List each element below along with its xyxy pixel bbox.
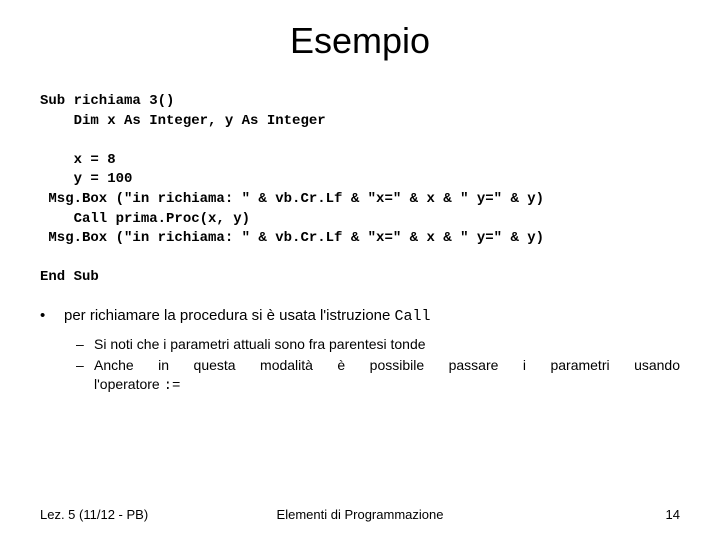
bullet-sub-text: Anche in questa modalità è possibile pas… xyxy=(94,356,680,396)
bullet-list: • per richiamare la procedura si è usata… xyxy=(40,306,680,396)
bullet-sub-line2: l'operatore := xyxy=(94,375,680,396)
inline-code: Call xyxy=(395,308,431,325)
code-line: x = 8 xyxy=(40,152,116,168)
bullet-item: • per richiamare la procedura si è usata… xyxy=(40,306,680,327)
slide-footer: Lez. 5 (11/12 - PB) Elementi di Programm… xyxy=(40,507,680,522)
slide-title: Esempio xyxy=(40,20,680,62)
code-line: Dim x As Integer, y As Integer xyxy=(40,113,326,129)
bullet-text: per richiamare la procedura si è usata l… xyxy=(64,306,680,327)
code-line: y = 100 xyxy=(40,171,132,187)
footer-right: 14 xyxy=(666,507,680,522)
bullet-text-pre: per richiamare la procedura si è usata l… xyxy=(64,307,395,324)
bullet-marker: • xyxy=(40,306,64,327)
bullet-sub-item: – Anche in questa modalità è possibile p… xyxy=(76,356,680,396)
code-line: Msg.Box ("in richiama: " & vb.Cr.Lf & "x… xyxy=(40,230,544,246)
code-block: Sub richiama 3() Dim x As Integer, y As … xyxy=(40,92,680,288)
code-line: Sub richiama 3() xyxy=(40,93,174,109)
bullet-sub-marker: – xyxy=(76,335,94,354)
bullet-sub-text: Si noti che i parametri attuali sono fra… xyxy=(94,335,680,354)
bullet-sub-line1: Anche in questa modalità è possibile pas… xyxy=(94,356,680,375)
code-line: End Sub xyxy=(40,269,99,285)
bullet-sub-marker: – xyxy=(76,356,94,396)
bullet-sub-line2-pre: l'operatore xyxy=(94,376,164,392)
bullet-sub-item: – Si noti che i parametri attuali sono f… xyxy=(76,335,680,354)
inline-code: := xyxy=(164,378,181,394)
footer-center: Elementi di Programmazione xyxy=(40,507,680,522)
code-line: Call prima.Proc(x, y) xyxy=(40,211,250,227)
code-line: Msg.Box ("in richiama: " & vb.Cr.Lf & "x… xyxy=(40,191,544,207)
